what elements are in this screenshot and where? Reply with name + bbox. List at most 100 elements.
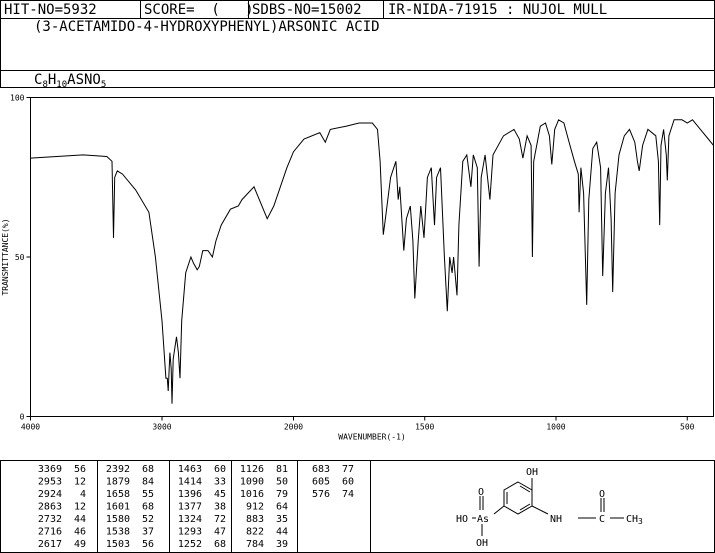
plot: 0 50 100 4000 3000 2000 1500 1000 500 WAVENUMBER(…	[1, 94, 714, 442]
peak-transmittance: 79	[276, 489, 288, 500]
y-axis-label: TRANSMITTANCE(%)	[1, 218, 10, 295]
bond	[493, 505, 505, 515]
structure-labels: OH O HO As OH NH C O CH3	[456, 467, 643, 549]
peak-wavenumber: 1293	[178, 527, 202, 538]
x-tick-label: 500	[680, 423, 695, 432]
peak-transmittance: 56	[74, 464, 86, 475]
hit-no: HIT-NO=5932	[4, 2, 97, 18]
peak-wavenumber: 1090	[240, 477, 264, 488]
atom-label: O	[478, 487, 484, 498]
peak-transmittance: 35	[276, 514, 288, 525]
x-tick-label: 1000	[546, 423, 565, 432]
peak-wavenumber: 576	[312, 489, 330, 500]
peak-transmittance: 68	[142, 502, 154, 513]
peak-transmittance: 38	[214, 502, 226, 513]
peak-wavenumber: 2732	[38, 514, 62, 525]
peak-transmittance: 4	[80, 489, 86, 500]
peak-transmittance: 60	[214, 464, 226, 475]
atom-label: C	[599, 514, 605, 525]
formula: C8H10ASNO5	[34, 72, 106, 90]
peak-transmittance: 56	[142, 539, 154, 550]
peak-transmittance: 50	[276, 477, 288, 488]
peak-transmittance: 52	[142, 514, 154, 525]
y-tick-label: 0	[20, 413, 25, 422]
peak-wavenumber: 3369	[38, 464, 62, 475]
atom-label: O	[599, 489, 605, 500]
x-tick-label: 1500	[415, 423, 434, 432]
peak-transmittance: 49	[74, 539, 86, 550]
peak-transmittance: 77	[342, 464, 354, 475]
y-tick-label: 50	[15, 253, 25, 262]
peak-wavenumber: 1580	[106, 514, 130, 525]
peak-wavenumber: 1016	[240, 489, 264, 500]
bond	[519, 485, 531, 493]
peak-transmittance: 47	[214, 527, 226, 538]
peak-wavenumber: 1879	[106, 477, 130, 488]
sdbs-no: SDBS-NO=15002	[252, 2, 362, 18]
x-axis-label: WAVENUMBER(-1)	[338, 433, 405, 442]
peak-transmittance: 39	[276, 539, 288, 550]
atom-label: HO	[456, 514, 468, 525]
peak-transmittance: 46	[74, 527, 86, 538]
peak-wavenumber: 912	[246, 502, 264, 513]
structure	[472, 478, 624, 536]
y-tick-label: 100	[10, 94, 25, 103]
peak-transmittance: 45	[214, 489, 226, 500]
peak-transmittance: 68	[214, 539, 226, 550]
peak-wavenumber: 1126	[240, 464, 264, 475]
formula-part: C	[34, 72, 42, 88]
peak-wavenumber: 883	[246, 514, 264, 525]
peak-wavenumber: 1396	[178, 489, 202, 500]
peak-transmittance: 55	[142, 489, 154, 500]
atom-label: CH	[626, 514, 638, 525]
peak-wavenumber: 1252	[178, 539, 202, 550]
formula-sub: 5	[101, 80, 106, 90]
formula-part: H	[48, 72, 56, 88]
compound-name: (3-ACETAMIDO-4-HYDROXYPHENYL)ARSONIC ACI…	[34, 19, 380, 35]
peak-transmittance: 64	[276, 502, 288, 513]
formula-part: ASNO	[67, 72, 101, 88]
peak-wavenumber: 1414	[178, 477, 202, 488]
atom-sub: 3	[638, 517, 643, 526]
method: IR-NIDA-71915 : NUJOL MULL	[388, 2, 607, 18]
formula-sub: 10	[56, 80, 67, 90]
peak-wavenumber: 1377	[178, 502, 202, 513]
peak-wavenumber: 1658	[106, 489, 130, 500]
atom-label: CH3	[626, 514, 643, 526]
peak-wavenumber: 1538	[106, 527, 130, 538]
peak-wavenumber: 2716	[38, 527, 62, 538]
peak-wavenumber: 1463	[178, 464, 202, 475]
peak-transmittance: 12	[74, 502, 86, 513]
peak-transmittance: 60	[342, 477, 354, 488]
x-tick-label: 3000	[152, 423, 171, 432]
ring	[503, 481, 533, 515]
peak-transmittance: 12	[74, 477, 86, 488]
score: SCORE= ( )	[144, 2, 254, 18]
peak-wavenumber: 2924	[38, 489, 62, 500]
peak-wavenumber: 784	[246, 539, 264, 550]
peak-transmittance: 44	[74, 514, 86, 525]
peak-transmittance: 33	[214, 477, 226, 488]
plot-frame	[30, 97, 714, 417]
peak-wavenumber: 1324	[178, 514, 202, 525]
peak-transmittance: 81	[276, 464, 288, 475]
peak-transmittance: 74	[342, 489, 354, 500]
peak-wavenumber: 2617	[38, 539, 62, 550]
peak-transmittance: 37	[142, 527, 154, 538]
peak-wavenumber: 605	[312, 477, 330, 488]
peak-table: 3369 56 2953 12 2924 4 2863 12 2732 44 2716 46 2617 4…	[38, 460, 354, 553]
x-tick-label: 2000	[284, 423, 303, 432]
atom-label: NH	[550, 514, 562, 525]
peak-wavenumber: 822	[246, 527, 264, 538]
bond	[531, 505, 549, 515]
peak-transmittance: 44	[276, 527, 288, 538]
spectrum-line	[30, 119, 714, 404]
peak-transmittance: 68	[142, 464, 154, 475]
atom-label: OH	[476, 538, 488, 549]
bond	[519, 503, 531, 511]
peak-transmittance: 84	[142, 477, 154, 488]
peak-wavenumber: 2953	[38, 477, 62, 488]
x-tick-label: 4000	[21, 423, 40, 432]
peak-wavenumber: 683	[312, 464, 330, 475]
atom-label: As	[477, 514, 489, 525]
